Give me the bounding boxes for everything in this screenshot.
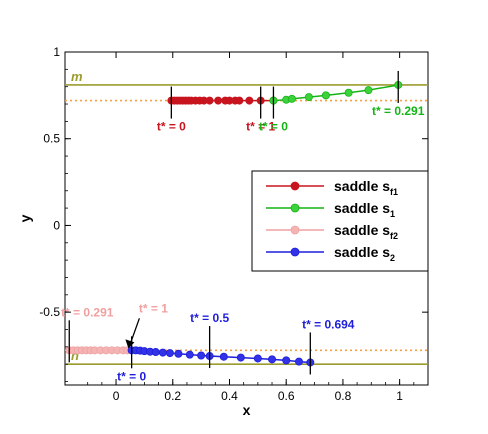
y-tick-label: 0 xyxy=(53,218,60,232)
legend-label: saddle s1 xyxy=(334,200,395,219)
series-layer xyxy=(65,80,403,367)
legend-subscript: f2 xyxy=(390,231,398,241)
legend-marker xyxy=(290,181,300,191)
data-point xyxy=(253,354,262,363)
y-tick-label: -0.5 xyxy=(39,305,60,319)
y-axis-label: y xyxy=(17,214,33,222)
x-tick-label: 0.4 xyxy=(221,389,238,403)
legend-label: saddle sf2 xyxy=(334,222,398,241)
annotation-label: t* = 0 xyxy=(259,120,288,134)
data-point xyxy=(321,91,330,100)
data-point xyxy=(165,349,174,358)
data-point xyxy=(214,96,223,105)
data-point xyxy=(304,93,313,102)
legend-marker xyxy=(290,203,300,213)
data-point xyxy=(185,350,194,359)
data-point xyxy=(205,96,214,105)
y-tick-label: 1 xyxy=(53,45,60,59)
data-point xyxy=(282,356,291,365)
legend-box xyxy=(251,170,429,272)
x-tick-label: 0.8 xyxy=(335,389,352,403)
legend-subscript: f1 xyxy=(390,187,398,197)
legend-marker xyxy=(290,247,300,257)
annotation-label: t* = 0.291 xyxy=(61,305,114,319)
legend-marker xyxy=(290,225,300,235)
data-point xyxy=(151,348,160,357)
data-point xyxy=(245,96,254,105)
x-axis-label: x xyxy=(243,402,251,418)
data-point xyxy=(236,353,245,362)
annotation-label: t* = 0 xyxy=(157,120,186,134)
annotation-label: t* = 1 xyxy=(139,301,168,315)
data-point xyxy=(344,88,353,97)
data-point xyxy=(294,357,303,366)
annotation-label: t* = 0.694 xyxy=(302,317,355,331)
data-point xyxy=(268,355,277,364)
data-point xyxy=(158,348,167,357)
data-point xyxy=(235,96,244,105)
reference-line-label: n xyxy=(71,348,79,363)
axes: 0 0.2 0.4 0.6 0.8 1 -0.5 0 0.5 1 xyxy=(39,45,428,403)
legend-label: saddle s2 xyxy=(334,244,395,263)
data-point xyxy=(364,86,373,95)
data-point xyxy=(219,352,228,361)
legend-label: saddle sf1 xyxy=(334,178,398,197)
x-tick-label: 0.2 xyxy=(164,389,181,403)
annotation-label: t* = 0 xyxy=(117,369,146,383)
x-tick-label: 0 xyxy=(113,389,120,403)
x-tick-label: 1 xyxy=(396,389,403,403)
legend: saddle sf1 saddle s1 saddle sf2 saddle s2 xyxy=(251,170,429,272)
x-tick-label: 0.6 xyxy=(278,389,295,403)
legend-subscript: 1 xyxy=(390,209,395,219)
data-point xyxy=(197,351,206,360)
annotation-label: t* = 1 xyxy=(246,120,275,134)
reference-line-label: m xyxy=(71,69,83,84)
annotation-label: t* = 0.5 xyxy=(190,311,229,325)
data-point xyxy=(287,94,296,103)
annotation-label: t* = 0.291 xyxy=(372,104,425,118)
legend-subscript: 2 xyxy=(390,253,395,263)
data-point xyxy=(174,349,183,358)
y-tick-label: 0.5 xyxy=(43,132,60,146)
